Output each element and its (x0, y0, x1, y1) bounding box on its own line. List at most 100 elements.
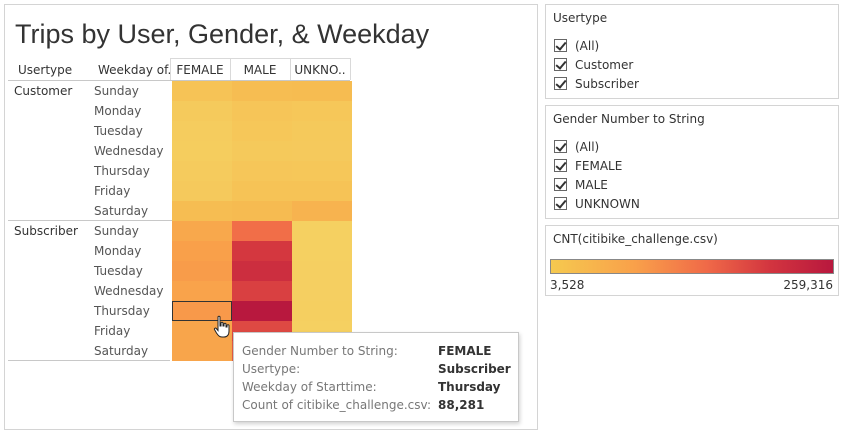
filter-option-label: (All) (575, 39, 600, 53)
heatmap-cell-subscriber-wednesday-unknown[interactable] (292, 281, 352, 301)
weekday-label[interactable]: Monday (94, 244, 142, 258)
heatmap-cell-customer-tuesday-unknown[interactable] (292, 121, 352, 141)
usertype-label-subscriber[interactable]: Subscriber (14, 224, 78, 238)
heatmap-cell-customer-tuesday-male[interactable] (232, 121, 292, 141)
checkbox-checked-icon[interactable] (554, 58, 567, 71)
checkbox-checked-icon[interactable] (554, 39, 567, 52)
filter-option-female[interactable]: FEMALE (554, 157, 622, 176)
heatmap-cell-customer-monday-unknown[interactable] (292, 101, 352, 121)
heatmap-cell-subscriber-wednesday-female[interactable] (172, 281, 232, 301)
filter-option-all[interactable]: (All) (554, 37, 599, 56)
heatmap-cell-subscriber-thursday-unknown[interactable] (292, 301, 352, 321)
row-header-usertype[interactable]: Usertype (18, 63, 73, 77)
filter-option-unknown[interactable]: UNKNOWN (554, 195, 640, 214)
filter-option-label: Customer (575, 58, 634, 72)
column-header-unknown[interactable]: UNKNO.. (294, 63, 346, 77)
hand-cursor-icon (213, 315, 230, 338)
heatmap-cell-customer-friday-male[interactable] (232, 181, 292, 201)
weekday-label[interactable]: Wednesday (94, 144, 164, 158)
heatmap-cell-subscriber-thursday-male[interactable] (232, 301, 292, 321)
weekday-label[interactable]: Saturday (94, 344, 149, 358)
weekday-label[interactable]: Tuesday (94, 264, 143, 278)
heatmap-cell-subscriber-sunday-unknown[interactable] (292, 221, 352, 241)
filter-option-customer[interactable]: Customer (554, 56, 633, 75)
weekday-label[interactable]: Sunday (94, 224, 139, 238)
column-divider (230, 58, 231, 80)
checkbox-checked-icon[interactable] (554, 159, 567, 172)
column-header-male[interactable]: MALE (243, 63, 277, 77)
heatmap-cell-customer-monday-female[interactable] (172, 101, 232, 121)
tooltip-row-count: Count of citibike_challenge.csv: 88,281 (242, 396, 518, 414)
heatmap-cell-customer-monday-male[interactable] (232, 101, 292, 121)
heatmap-cell-subscriber-sunday-female[interactable] (172, 221, 232, 241)
heatmap-cell-customer-friday-unknown[interactable] (292, 181, 352, 201)
filter-title-gender: Gender Number to String (553, 112, 705, 126)
heatmap-cell-subscriber-saturday-female[interactable] (172, 341, 232, 361)
usertype-label-customer[interactable]: Customer (14, 84, 73, 98)
heatmap-cell-subscriber-monday-unknown[interactable] (292, 241, 352, 261)
checkbox-checked-icon[interactable] (554, 140, 567, 153)
weekday-label[interactable]: Monday (94, 104, 142, 118)
heatmap-cell-subscriber-tuesday-unknown[interactable] (292, 261, 352, 281)
heatmap-cell-subscriber-wednesday-male[interactable] (232, 281, 292, 301)
heatmap-cell-customer-thursday-female[interactable] (172, 161, 232, 181)
tooltip-key: Gender Number to String: (242, 344, 398, 358)
heatmap-cell-customer-sunday-female[interactable] (172, 81, 232, 101)
filter-option-subscriber[interactable]: Subscriber (554, 75, 639, 94)
heatmap-cell-customer-thursday-unknown[interactable] (292, 161, 352, 181)
filter-option-label: UNKNOWN (575, 197, 640, 211)
heatmap-cell-customer-saturday-female[interactable] (172, 201, 232, 221)
filter-option-male[interactable]: MALE (554, 176, 608, 195)
column-header-female[interactable]: FEMALE (176, 63, 224, 77)
weekday-label[interactable]: Wednesday (94, 284, 164, 298)
tooltip-key: Count of citibike_challenge.csv: (242, 398, 432, 412)
row-header-weekday[interactable]: Weekday of.. (98, 63, 170, 77)
heatmap-cell-customer-wednesday-unknown[interactable] (292, 141, 352, 161)
weekday-label[interactable]: Sunday (94, 84, 139, 98)
heatmap-cell-subscriber-thursday-female[interactable] (172, 301, 232, 321)
tooltip-value: Subscriber (438, 362, 511, 376)
legend-min-label: 3,528 (550, 278, 585, 292)
checkbox-checked-icon[interactable] (554, 77, 567, 90)
checkbox-checked-icon[interactable] (554, 178, 567, 191)
heatmap-cell-subscriber-monday-male[interactable] (232, 241, 292, 261)
heatmap-cell-customer-saturday-male[interactable] (232, 201, 292, 221)
legend-title: CNT(citibike_challenge.csv) (553, 232, 718, 246)
weekday-label[interactable]: Friday (94, 324, 131, 338)
tooltip-row-usertype: Usertype: Subscriber (242, 360, 518, 378)
filter-panel-gender: Gender Number to String (All) FEMALE MAL… (545, 105, 839, 219)
weekday-label[interactable]: Friday (94, 184, 131, 198)
filter-panel-usertype: Usertype (All) Customer Subscriber (545, 4, 839, 99)
weekday-label[interactable]: Thursday (94, 164, 150, 178)
column-divider (350, 58, 351, 80)
filter-option-label: MALE (575, 178, 608, 192)
checkbox-checked-icon[interactable] (554, 197, 567, 210)
heatmap-cell-subscriber-sunday-male[interactable] (232, 221, 292, 241)
filter-option-label: FEMALE (575, 159, 623, 173)
filter-option-label: Subscriber (575, 77, 639, 91)
heatmap-cell-customer-wednesday-female[interactable] (172, 141, 232, 161)
heatmap-cell-customer-friday-female[interactable] (172, 181, 232, 201)
tooltip-key: Weekday of Starttime: (242, 380, 377, 394)
heatmap-cell-customer-saturday-unknown[interactable] (292, 201, 352, 221)
heatmap-cell-subscriber-friday-female[interactable] (172, 321, 232, 341)
filter-option-all[interactable]: (All) (554, 138, 599, 157)
header-top-divider (170, 58, 350, 59)
heatmap-cell-customer-thursday-male[interactable] (232, 161, 292, 181)
color-legend-gradient[interactable] (550, 259, 834, 274)
heatmap-cell-subscriber-tuesday-female[interactable] (172, 261, 232, 281)
heatmap-cell-customer-wednesday-male[interactable] (232, 141, 292, 161)
filter-title-usertype: Usertype (553, 11, 608, 25)
weekday-label[interactable]: Thursday (94, 304, 150, 318)
heatmap-cell-subscriber-monday-female[interactable] (172, 241, 232, 261)
heatmap-cell-subscriber-tuesday-male[interactable] (232, 261, 292, 281)
legend-max-label: 259,316 (783, 278, 833, 292)
weekday-label[interactable]: Tuesday (94, 124, 143, 138)
filter-option-label: (All) (575, 140, 600, 154)
tooltip-row-weekday: Weekday of Starttime: Thursday (242, 378, 518, 396)
heatmap-cell-customer-sunday-male[interactable] (232, 81, 292, 101)
heatmap-cell-customer-sunday-unknown[interactable] (292, 81, 352, 101)
heatmap-cell-customer-tuesday-female[interactable] (172, 121, 232, 141)
tooltip-key: Usertype: (242, 362, 301, 376)
weekday-label[interactable]: Saturday (94, 204, 149, 218)
